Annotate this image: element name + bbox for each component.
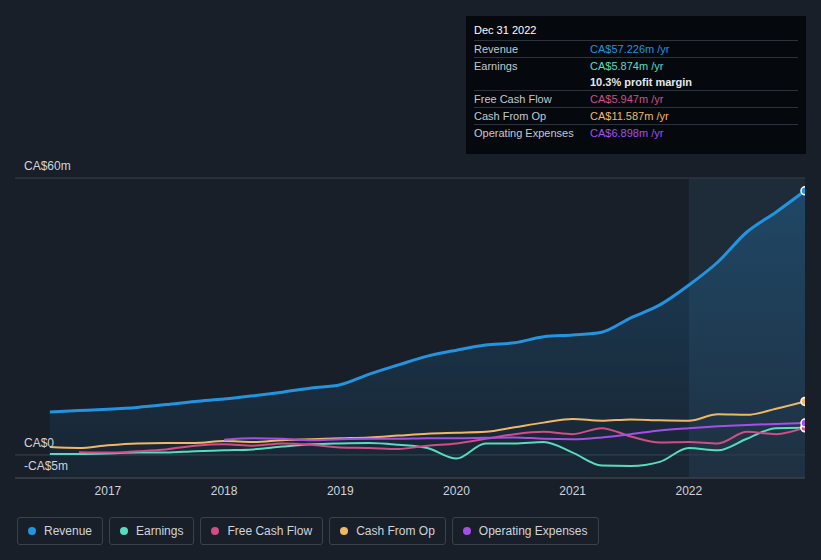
svg-text:-CA$5m: -CA$5m — [24, 459, 68, 473]
html-text:10.3% profit margin: 10.3% profit margin — [590, 76, 693, 88]
html-text:Cash From Op: Cash From Op — [474, 110, 547, 122]
svg-text:2018: 2018 — [211, 484, 238, 498]
html-text:CA$57.226m /yr: CA$57.226m /yr — [590, 43, 670, 55]
html-text:Free Cash Flow: Free Cash Flow — [474, 93, 552, 105]
svg-text:2020: 2020 — [443, 484, 470, 498]
html-text:CA$5.947m /yr: CA$5.947m /yr — [590, 93, 664, 105]
html-text:Revenue: Revenue — [44, 524, 92, 538]
html-text:CA$11.587m /yr: CA$11.587m /yr — [590, 110, 669, 122]
svg-text:CA$0: CA$0 — [24, 436, 54, 450]
svg-text:2021: 2021 — [559, 484, 586, 498]
html-text:Operating Expenses: Operating Expenses — [474, 127, 574, 139]
svg-text:2017: 2017 — [95, 484, 122, 498]
svg-text:2019: 2019 — [327, 484, 354, 498]
html-text:Revenue: Revenue — [474, 43, 518, 55]
html-text:Earnings: Earnings — [136, 524, 184, 538]
svg-text:2022: 2022 — [675, 484, 702, 498]
html-text:Operating Expenses: Operating Expenses — [478, 524, 588, 538]
html-text:CA$5.874m /yr: CA$5.874m /yr — [590, 60, 664, 72]
html-text:Earnings: Earnings — [474, 60, 518, 72]
html-text:Dec 31 2022: Dec 31 2022 — [474, 24, 537, 36]
html-text:CA$6.898m /yr: CA$6.898m /yr — [590, 127, 664, 139]
html-text:Cash From Op: Cash From Op — [356, 524, 435, 538]
svg-text:CA$60m: CA$60m — [24, 159, 71, 173]
html-text:Free Cash Flow: Free Cash Flow — [227, 524, 313, 538]
